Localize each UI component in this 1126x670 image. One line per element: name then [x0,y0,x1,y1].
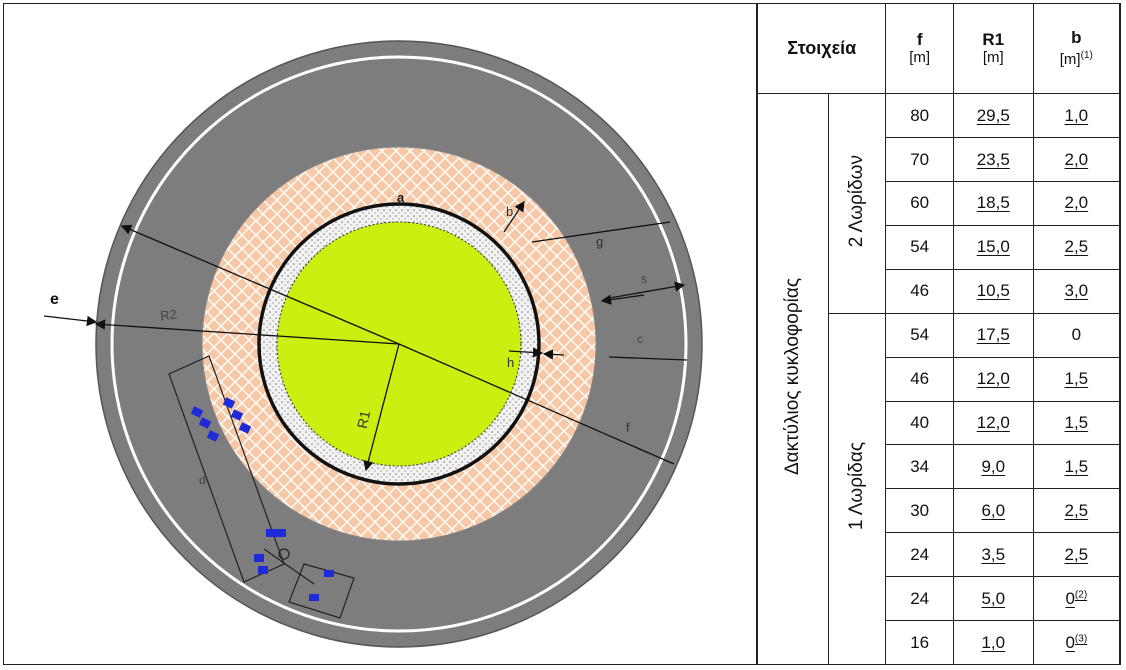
cell-f: 34 [885,444,954,490]
cell-r1: 6,0 [952,488,1034,534]
label-c: c [637,332,643,346]
cell-f: 60 [885,181,954,226]
roundabout-svg: e R2 R1 a b g h f s c d [43,40,703,648]
design-vehicle [168,355,355,619]
cell-f: 70 [885,137,954,182]
header-elements: Στοιχεία [756,2,887,95]
one-lane-cell: 1 Λωρίδας [827,312,887,666]
cell-r1: 17,5 [952,312,1034,358]
cell-b: 1,5 [1032,356,1121,402]
cell-b: 1,0 [1032,93,1121,139]
cell-r1: 29,5 [952,93,1034,139]
group-label-cell: Δακτύλιος κυκλοφορίας [757,93,829,665]
table-row: 16 1,0 0(3) [758,620,1121,665]
road-edge-line [110,55,688,633]
label-s: s [641,272,647,286]
cell-f: 16 [885,620,954,665]
cell-f: 54 [885,312,954,358]
cell-r1: 1,0 [952,620,1034,665]
table-row: 60 18,5 2,0 [758,181,1121,226]
cell-f: 24 [885,576,954,622]
table-row: Δακτύλιος κυκλοφορίας 2 Λωρίδων 80 29,5 … [757,93,1121,665]
table-row: 46 10,5 3,0 [758,268,1121,314]
cell-b: 0(2) [1032,576,1121,622]
dimension-lines [43,200,688,472]
cell-b: 3,0 [1032,268,1121,314]
label-r2: R2 [159,306,178,323]
label-d: d [199,473,206,487]
cell-f: 30 [885,488,954,534]
table-row: 34 9,0 1,5 [758,444,1121,490]
cell-f: 54 [885,224,954,270]
cell-b: 2,5 [1032,224,1121,270]
cell-b: 0(3) [1032,620,1121,665]
table-row: 24 3,5 2,5 [758,532,1121,578]
cell-b: 0 [1032,312,1121,358]
label-r1: R1 [354,409,373,430]
cell-b: 1,5 [1032,444,1121,490]
header-r1: R1 [m] [952,2,1034,95]
label-f: f [626,420,630,435]
divider [756,3,757,665]
two-lane-cell: 2 Λωρίδων [827,93,887,314]
header-f: f [m] [885,2,954,95]
table-row: 54 15,0 2,5 [758,224,1121,270]
table-row: 1 Λωρίδας 54 17,5 0 [758,312,1121,666]
cell-r1: 18,5 [952,181,1034,226]
cell-f: 24 [885,532,954,578]
spec-table-wrap: Στοιχεία f [m] R1 [m] b [m](1) Δακτύλιος… [756,2,1121,666]
cell-r1: 23,5 [952,137,1034,182]
table-header-row: Στοιχεία f [m] R1 [m] b [m](1) [756,2,1121,95]
cell-b: 2,0 [1032,181,1121,226]
label-e: e [50,291,59,308]
cell-b: 2,0 [1032,137,1121,182]
header-b: b [m](1) [1032,2,1121,95]
spec-table: Στοιχεία f [m] R1 [m] b [m](1) Δακτύλιος… [756,2,1121,666]
table-row: 30 6,0 2,5 [758,488,1121,534]
cell-b: 2,5 [1032,488,1121,534]
cell-b: 2,5 [1032,532,1121,578]
cell-r1: 12,0 [952,400,1034,446]
label-h: h [507,355,514,370]
cell-b: 1,5 [1032,400,1121,446]
label-a: a [397,190,405,205]
cell-f: 46 [885,356,954,402]
table-row: 40 12,0 1,5 [758,400,1121,446]
figure-frame [3,3,1121,665]
cell-r1: 9,0 [952,444,1034,490]
cell-r1: 12,0 [952,356,1034,402]
cell-r1: 3,5 [952,532,1034,578]
cell-r1: 5,0 [952,576,1034,622]
cell-r1: 10,5 [952,268,1034,314]
label-g: g [596,234,603,249]
cell-r1: 15,0 [952,224,1034,270]
label-b: b [506,204,513,219]
cell-f: 46 [885,268,954,314]
cell-f: 40 [885,400,954,446]
table-row: 24 5,0 0(2) [758,576,1121,622]
cell-f: 80 [885,93,954,139]
roundabout-diagram: e R2 R1 a b g h f s c d [4,4,756,664]
